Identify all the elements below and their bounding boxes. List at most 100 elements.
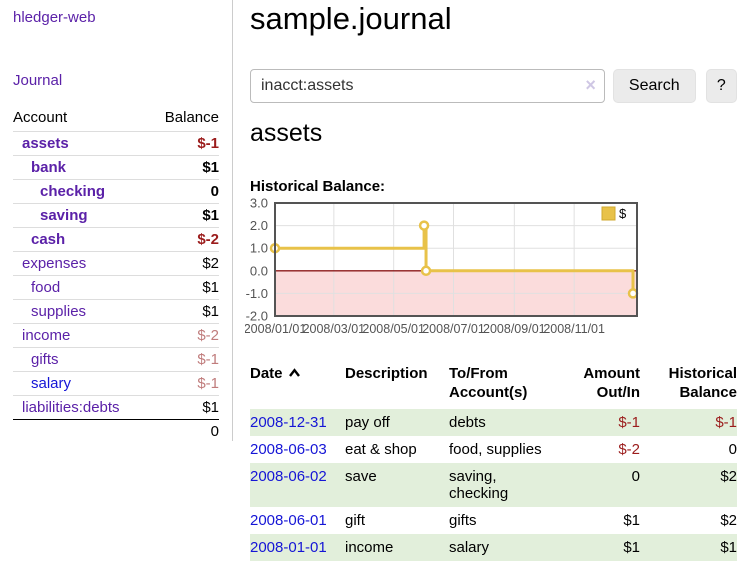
- account-balance: $1: [149, 275, 219, 300]
- account-balance: $-2: [149, 323, 219, 348]
- transaction-accounts: salary: [449, 539, 490, 556]
- account-balance: $-2: [149, 227, 219, 252]
- sidebar-account-link[interactable]: income: [22, 327, 71, 344]
- sidebar-account-link[interactable]: liabilities:debts: [22, 399, 120, 416]
- account-row: assets $-1: [13, 131, 219, 156]
- transaction-amount: $1: [623, 512, 640, 529]
- transaction-description: gift: [345, 512, 366, 529]
- accounts-header-row: Account Balance: [13, 106, 219, 132]
- sidebar-item-journal[interactable]: Journal: [13, 72, 63, 89]
- svg-text:2008/03/01: 2008/03/01: [303, 322, 366, 336]
- transaction-date-link[interactable]: 2008-01-01: [250, 539, 327, 556]
- sidebar-account-link[interactable]: saving: [40, 207, 88, 224]
- sidebar: hledger-web Journal Account Balance asse…: [0, 0, 233, 443]
- transaction-amount: $-2: [618, 441, 640, 458]
- historical-balance-chart: 3.0 2.0 1.0 0.0 -1.0 -2.0 2008/01/01 2008/03/01…: [244, 196, 645, 340]
- sidebar-account-link[interactable]: assets: [22, 135, 69, 152]
- sidebar-account-link[interactable]: cash: [31, 231, 66, 248]
- register-row: 2008-06-03 eat & shop food, supplies $-2 0: [250, 436, 737, 463]
- search-input-wrapper: ×: [250, 69, 605, 103]
- svg-text:-2.0: -2.0: [246, 309, 268, 324]
- sidebar-account-link[interactable]: checking: [40, 183, 106, 200]
- register-header-description: Description: [345, 365, 428, 382]
- account-balance: $1: [149, 203, 219, 228]
- transaction-description: eat & shop: [345, 441, 417, 458]
- transaction-date-link[interactable]: 2008-06-01: [250, 512, 327, 529]
- svg-text:-1.0: -1.0: [246, 286, 268, 301]
- transaction-balance: $2: [720, 468, 737, 485]
- svg-text:2008/11/01: 2008/11/01: [543, 322, 605, 336]
- help-button[interactable]: ?: [705, 69, 737, 103]
- svg-text:2008/05/01: 2008/05/01: [362, 322, 425, 336]
- account-balance: $1: [149, 395, 219, 420]
- transaction-accounts: food, supplies: [449, 441, 542, 458]
- account-row: gifts $-1: [13, 347, 219, 372]
- account-balance: $-1: [149, 347, 219, 372]
- transaction-balance: 0: [728, 441, 737, 458]
- transaction-description: income: [345, 539, 394, 556]
- account-row: saving $1: [13, 203, 219, 228]
- register-row: 2008-06-02 save saving, checking 0 $2: [250, 463, 737, 507]
- transaction-amount: 0: [631, 468, 640, 485]
- svg-text:$: $: [619, 206, 627, 221]
- account-row: checking 0: [13, 179, 219, 204]
- svg-text:3.0: 3.0: [250, 196, 268, 211]
- transaction-accounts: saving, checking: [449, 468, 509, 502]
- register-header-accounts: To/From Account(s): [449, 365, 528, 401]
- svg-text:2008/09/01: 2008/09/01: [483, 322, 546, 336]
- register-table: Date Description To/From Account(s) Amou…: [250, 360, 737, 561]
- sidebar-account-link[interactable]: food: [31, 279, 61, 296]
- account-balance: $1: [149, 299, 219, 324]
- search-button[interactable]: Search: [612, 69, 696, 103]
- accounts-total-row: 0: [13, 419, 219, 443]
- account-row: supplies $1: [13, 299, 219, 324]
- register-header-date: Date: [250, 360, 345, 409]
- sidebar-account-link[interactable]: salary: [31, 375, 72, 392]
- register-row: 2008-01-01 income salary $1 $1: [250, 534, 737, 561]
- sidebar-account-link[interactable]: gifts: [31, 351, 59, 368]
- sidebar-account-link[interactable]: expenses: [22, 255, 87, 272]
- account-balance: $2: [149, 251, 219, 276]
- page-title: sample.journal: [250, 1, 452, 36]
- svg-text:1.0: 1.0: [250, 241, 268, 256]
- transaction-date-link[interactable]: 2008-06-02: [250, 468, 327, 485]
- register-row: 2008-06-01 gift gifts $1 $2: [250, 507, 737, 534]
- account-row: salary $-1: [13, 371, 219, 396]
- clear-search-icon[interactable]: ×: [585, 75, 596, 95]
- transaction-balance: $1: [720, 539, 737, 556]
- register-row: 2008-12-31 pay off debts $-1 $-1: [250, 409, 737, 436]
- accounts-table: Account Balance assets $-1 bank $1 checking 0…: [13, 106, 219, 443]
- account-row: food $1: [13, 275, 219, 300]
- transaction-description: save: [345, 468, 377, 485]
- accounts-total-balance: 0: [149, 419, 219, 443]
- account-balance: $-1: [149, 131, 219, 156]
- app-title-link[interactable]: hledger-web: [13, 9, 96, 26]
- transaction-date-link[interactable]: 2008-06-03: [250, 441, 327, 458]
- transaction-balance: $2: [720, 512, 737, 529]
- transaction-description: pay off: [345, 414, 390, 431]
- chart-title: Historical Balance:: [250, 178, 386, 195]
- register-header-balance: Historical Balance: [668, 365, 737, 401]
- transaction-amount: $-1: [618, 414, 640, 431]
- chart-canvas: 3.0 2.0 1.0 0.0 -1.0 -2.02008/01/012008/03/01…: [244, 196, 639, 336]
- transaction-accounts: gifts: [449, 512, 477, 529]
- sidebar-account-link[interactable]: bank: [31, 159, 67, 176]
- account-row: liabilities:debts $1: [13, 395, 219, 420]
- accounts-header-balance: Balance: [164, 109, 219, 126]
- account-balance: $-1: [149, 371, 219, 396]
- account-heading: assets: [250, 119, 323, 147]
- sidebar-account-link[interactable]: supplies: [31, 303, 87, 320]
- sort-ascending-icon: [288, 368, 300, 377]
- account-row: bank $1: [13, 155, 219, 180]
- account-row: cash $-2: [13, 227, 219, 252]
- account-balance: 0: [149, 179, 219, 204]
- svg-text:2008/01/01: 2008/01/01: [245, 322, 306, 336]
- register-header-row: Date Description To/From Account(s) Amou…: [250, 360, 737, 409]
- account-balance: $1: [149, 155, 219, 180]
- transaction-accounts: debts: [449, 414, 486, 431]
- account-row: income $-2: [13, 323, 219, 348]
- transaction-date-link[interactable]: 2008-12-31: [250, 414, 327, 431]
- main-content: sample.journal × Search ? assets Histori…: [244, 0, 737, 582]
- svg-text:2.0: 2.0: [250, 218, 268, 233]
- search-input[interactable]: [250, 69, 605, 103]
